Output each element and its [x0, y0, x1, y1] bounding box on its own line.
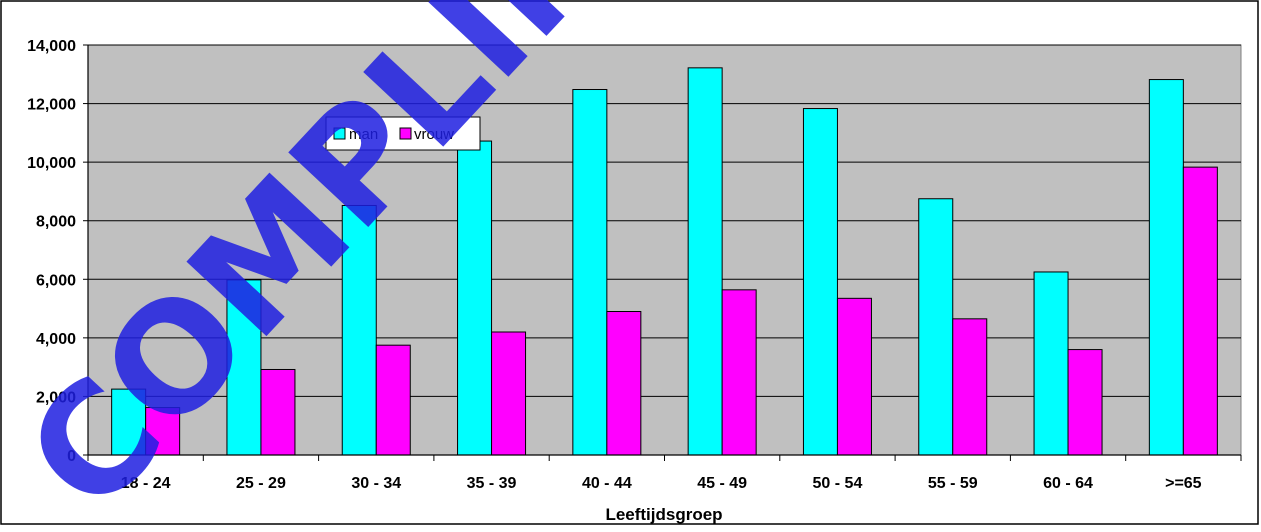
legend-swatch-vrouw	[399, 127, 412, 140]
y-tick-label: 10,000	[27, 155, 76, 172]
y-axis: 0 2,000 4,000 6,000 8,000 10,000 12,000 14,000	[27, 38, 89, 465]
bar-man	[1148, 79, 1184, 456]
y-tick-label: 2,000	[36, 389, 76, 406]
y-tick-label: 8,000	[36, 214, 76, 231]
y-tick-label: 14,000	[27, 38, 76, 55]
bar-man	[572, 89, 608, 456]
bar-vrouw	[1067, 349, 1103, 456]
y-tick-label: 6,000	[36, 272, 76, 289]
x-axis: 18 - 24 25 - 29 30 - 34 35 - 39 40 - 44 45 - …	[87, 454, 1242, 492]
legend: man vrouw	[325, 116, 481, 151]
x-tick-label: 45 - 49	[697, 475, 747, 492]
x-tick-label: 18 - 24	[121, 475, 171, 492]
bar-man	[1033, 271, 1069, 456]
y-tick-label: 4,000	[36, 331, 76, 348]
bar-vrouw	[952, 318, 988, 456]
bar-vrouw	[491, 331, 527, 456]
bar-vrouw	[721, 289, 757, 456]
legend-label-man: man	[349, 126, 378, 143]
y-tick-label: 12,000	[27, 97, 76, 114]
x-tick-label: 25 - 29	[236, 475, 286, 492]
bar-vrouw	[260, 368, 296, 456]
bar-vrouw	[1182, 166, 1218, 456]
bar-man	[457, 140, 493, 456]
x-tick-label: 40 - 44	[582, 475, 632, 492]
bar-vrouw	[375, 344, 411, 456]
x-tick-label: 35 - 39	[467, 475, 517, 492]
bar-man	[802, 108, 838, 456]
x-axis-title: Leeftijdsgroep	[605, 505, 722, 524]
bar-vrouw	[606, 311, 642, 456]
x-tick-label: 30 - 34	[351, 475, 401, 492]
bar-vrouw	[836, 297, 872, 456]
x-tick-label: 50 - 54	[813, 475, 863, 492]
bar-man	[226, 279, 262, 456]
y-tick-label: 0	[67, 448, 76, 465]
x-tick-label: 55 - 59	[928, 475, 978, 492]
x-tick-label: 60 - 64	[1043, 475, 1093, 492]
legend-label-vrouw: vrouw	[414, 126, 454, 143]
gridlines	[88, 44, 1241, 397]
bar-man	[341, 204, 377, 456]
legend-swatch-man	[333, 127, 346, 140]
bar-man	[918, 198, 954, 456]
x-tick-label: >=65	[1165, 475, 1202, 492]
bar-man	[687, 67, 723, 456]
